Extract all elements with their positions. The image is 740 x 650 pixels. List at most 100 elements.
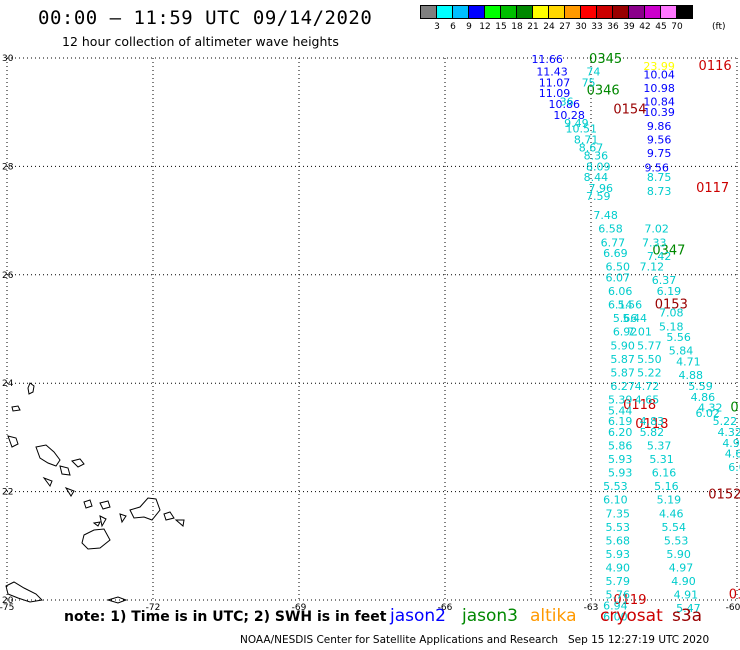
wave-height-label: 4.90 — [606, 561, 631, 574]
wave-height-label: 6.10 — [603, 494, 628, 507]
pass-time-label: 0116 — [699, 59, 732, 74]
wave-height-label: 4.88 — [679, 369, 704, 382]
wave-height-label: 4.91 — [674, 589, 699, 602]
colorbar — [420, 5, 693, 19]
colorbar-tick-label: 27 — [559, 22, 571, 32]
wave-height-label: 10.51 — [566, 122, 598, 135]
wave-height-label: 9.49 — [564, 117, 589, 130]
wave-height-label: 4.97 — [669, 561, 694, 574]
pass-time-label: 0 — [730, 401, 738, 416]
wave-height-label: 6.37 — [652, 274, 677, 287]
wave-height-label: 6.16 — [652, 467, 677, 480]
wave-height-label: 7.08 — [659, 307, 684, 320]
y-tick-label: 22 — [2, 488, 13, 498]
wave-height-label: 5.87 — [610, 366, 635, 379]
wave-height-label: 4.32 — [717, 426, 740, 439]
wave-height-label: 7.35 — [606, 507, 631, 520]
colorbar-tick-label: 6 — [450, 22, 456, 32]
wave-height-label: 6.92 — [613, 326, 638, 339]
footer-credit: NOAA/NESDIS Center for Satellite Applica… — [240, 634, 558, 646]
satellite-legend-item: altika — [530, 606, 577, 626]
wave-height-label: 5.66 — [613, 312, 638, 325]
pass-time-label: 0153 — [655, 298, 688, 313]
pass-time-label: 01 — [729, 588, 740, 603]
wave-height-label: 5.68 — [606, 534, 631, 547]
wave-height-label: 5.53 — [664, 534, 689, 547]
wave-height-label: 7.01 — [627, 326, 652, 339]
pass-time-label: 0117 — [696, 181, 729, 196]
wave-height-label: 7.02 — [644, 223, 669, 236]
satellite-legend-item: jason3 — [462, 606, 518, 626]
satellite-legend-item: jason2 — [390, 606, 446, 626]
wave-height-label: 4.86 — [691, 391, 716, 404]
wave-height-label: 23.99 — [643, 60, 675, 73]
wave-height-label: 7.42 — [647, 250, 672, 263]
wave-height-label: 8.36 — [584, 150, 609, 163]
wave-height-label: 5.16 — [654, 480, 679, 493]
wave-height-label: 6.00 — [603, 610, 628, 623]
colorbar-tick-label: 21 — [527, 22, 539, 32]
wave-height-label: 10.28 — [553, 109, 585, 122]
wave-height-label: 5.47 — [676, 602, 701, 615]
wave-height-label: 5.76 — [606, 589, 631, 602]
wave-height-label: 7.96 — [588, 182, 613, 195]
wave-height-label: 9.56 — [647, 133, 672, 146]
wave-height-label: 5.90 — [610, 339, 635, 352]
wave-height-label: 11.09 — [539, 87, 571, 100]
wave-height-label: 6.27 — [610, 380, 635, 393]
wave-height-label: 6.77 — [601, 236, 626, 249]
wave-height-label: 10.84 — [643, 95, 675, 108]
colorbar-tick-label: 18 — [511, 22, 523, 32]
chart-title: 00:00 – 11:59 UTC 09/14/2020 — [38, 7, 373, 29]
colorbar-tick-label: 15 — [495, 22, 507, 32]
wave-height-label: 5.93 — [608, 453, 633, 466]
wave-height-label: 7.33 — [642, 236, 667, 249]
wave-height-label: 6.02 — [696, 407, 721, 420]
wave-height-label: 8.09 — [586, 160, 611, 173]
colorbar-tick-label: 39 — [623, 22, 635, 32]
wave-height-label: 11.43 — [536, 66, 568, 79]
wave-height-label: 5.90 — [666, 548, 691, 561]
wave-height-label: 75 — [582, 76, 596, 89]
y-tick-label: 24 — [2, 379, 14, 389]
wave-height-label: 5.18 — [659, 320, 684, 333]
wave-height-label: 5.44 — [608, 404, 633, 417]
y-tick-label: 26 — [2, 271, 14, 281]
wave-height-label: 9.75 — [647, 147, 672, 160]
colorbar-tick-label: 9 — [466, 22, 472, 32]
wave-height-label: 4.90 — [671, 575, 696, 588]
satellite-legend-item: cryosat — [600, 606, 663, 626]
wave-height-label: 5.22 — [637, 366, 662, 379]
wave-height-label: 10.04 — [643, 68, 675, 81]
colorbar-tick-label: 24 — [543, 22, 555, 32]
wave-height-label: 8.67 — [579, 141, 604, 154]
colorbar-unit: (ft) — [712, 22, 726, 32]
colorbar-ticks: 3 6 9 12 15 18 21 24 27 30 33 36 39 42 45 70 — [421, 22, 731, 34]
footer-timestamp: Sep 15 12:27:19 UTC 2020 — [568, 634, 710, 646]
wave-height-label: 5.93 — [606, 548, 631, 561]
wave-height-label: 5.77 — [637, 339, 662, 352]
x-tick-label: -66 — [438, 603, 453, 613]
wave-height-label: 5.53 — [606, 521, 631, 534]
colorbar-tick-label: 30 — [575, 22, 587, 32]
wave-height-label: 6.94 — [603, 599, 628, 612]
y-tick-label: 30 — [2, 54, 14, 64]
colorbar-tick-label: 3 — [434, 22, 440, 32]
y-tick-label: 28 — [2, 162, 14, 172]
footer-note: note: 1) Time is in UTC; 2) SWH is in fe… — [64, 609, 387, 625]
wave-height-label: 9.86 — [647, 120, 672, 133]
colorbar-tick-label: 33 — [591, 22, 603, 32]
wave-height-label: 5.82 — [640, 426, 665, 439]
wave-height-label: 10.98 — [643, 82, 675, 95]
x-tick-label: -63 — [584, 603, 599, 613]
satellite-legend-item: s3a — [672, 606, 703, 626]
wave-height-label: 5.53 — [603, 480, 628, 493]
wave-height-label: 5.19 — [657, 494, 682, 507]
wave-height-label: 6.20 — [608, 426, 633, 439]
wave-height-label: 6.07 — [606, 272, 631, 285]
wave-height-label: 4.93 — [722, 437, 740, 450]
wave-height-label: 5.87 — [610, 353, 635, 366]
pass-time-label: 0346 — [587, 84, 620, 99]
wave-height-label: 6.19 — [657, 285, 682, 298]
colorbar-tick-label: 42 — [639, 22, 651, 32]
